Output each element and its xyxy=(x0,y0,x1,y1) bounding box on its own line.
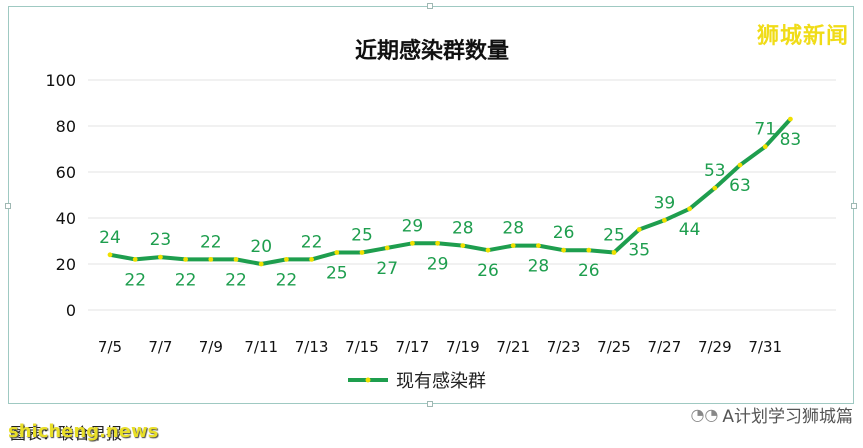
y-axis-ticks: 0 20 40 60 80 100 xyxy=(45,71,76,320)
data-point xyxy=(536,243,541,249)
data-label: 26 xyxy=(553,223,575,243)
y-tick-label: 40 xyxy=(56,209,76,228)
data-label: 24 xyxy=(99,228,121,248)
data-point xyxy=(485,247,491,253)
series-line xyxy=(109,117,792,266)
data-label: 27 xyxy=(376,259,398,279)
data-point xyxy=(788,116,793,122)
data-label: 28 xyxy=(502,219,524,239)
data-point xyxy=(611,250,617,255)
data-point xyxy=(435,240,440,246)
x-tick-label: 7/15 xyxy=(345,338,379,356)
x-tick-label: 7/19 xyxy=(446,338,480,356)
data-label: 22 xyxy=(276,270,298,290)
data-label: 83 xyxy=(780,130,802,150)
data-label: 71 xyxy=(754,120,776,140)
data-label: 29 xyxy=(427,254,449,274)
data-label: 25 xyxy=(351,226,373,246)
data-label: 28 xyxy=(528,257,550,277)
data-point xyxy=(334,250,340,255)
source-label: 图表：联合早报 xyxy=(10,424,123,443)
data-point xyxy=(561,247,566,253)
legend-label: 现有感染群 xyxy=(396,371,486,392)
series-line-path xyxy=(109,117,792,266)
data-point xyxy=(158,254,163,260)
data-point xyxy=(410,240,415,246)
data-point xyxy=(258,261,264,267)
data-point xyxy=(712,185,718,191)
data-label: 53 xyxy=(704,161,726,181)
x-tick-label: 7/7 xyxy=(148,338,172,356)
data-label: 29 xyxy=(402,216,424,236)
data-label: 39 xyxy=(654,193,676,213)
legend: 现有感染群 xyxy=(348,371,486,392)
data-point xyxy=(132,257,138,262)
gridlines xyxy=(88,79,836,311)
x-tick-label: 7/31 xyxy=(748,338,782,356)
data-label: 35 xyxy=(628,241,650,261)
data-point xyxy=(309,257,314,262)
data-label: 20 xyxy=(250,237,272,257)
data-point xyxy=(586,247,592,253)
x-tick-label: 7/5 xyxy=(98,338,122,356)
data-point xyxy=(510,243,516,249)
chart-title: 近期感染群数量 xyxy=(355,38,509,64)
data-point xyxy=(384,245,390,251)
legend-marker-swatch xyxy=(365,377,371,383)
y-tick-label: 0 xyxy=(66,301,76,320)
series-points xyxy=(107,116,793,267)
data-label: 22 xyxy=(225,270,247,290)
data-point xyxy=(359,250,365,255)
resize-handle-left[interactable] xyxy=(5,203,11,209)
y-tick-label: 100 xyxy=(45,71,76,90)
data-point xyxy=(662,217,667,223)
x-tick-label: 7/13 xyxy=(295,338,329,356)
x-tick-label: 7/23 xyxy=(547,338,581,356)
data-label: 22 xyxy=(301,232,323,252)
data-point xyxy=(762,144,768,150)
data-point xyxy=(233,257,239,262)
resize-handle-bottom[interactable] xyxy=(427,401,433,407)
resize-handle-top[interactable] xyxy=(427,3,433,9)
data-label: 28 xyxy=(452,219,474,239)
wechat-credit-label: A计划学习狮城篇 xyxy=(722,407,853,427)
x-tick-label: 7/11 xyxy=(244,338,278,356)
data-label: 22 xyxy=(124,270,146,290)
data-point xyxy=(636,227,642,232)
data-labels: 2422232222222022222525272929282628282626… xyxy=(99,120,801,291)
x-tick-label: 7/29 xyxy=(698,338,732,356)
data-label: 25 xyxy=(603,226,625,246)
chart-frame xyxy=(5,3,857,407)
y-tick-label: 80 xyxy=(56,117,76,136)
resize-handle-right[interactable] xyxy=(851,203,857,209)
x-tick-label: 7/9 xyxy=(199,338,223,356)
data-point xyxy=(687,206,692,212)
wechat-icon: ◔◔ xyxy=(690,405,719,424)
wechat-credit[interactable]: ◔◔ A计划学习狮城篇 xyxy=(690,402,853,427)
data-label: 63 xyxy=(729,176,751,196)
data-point xyxy=(284,257,289,262)
x-tick-label: 7/17 xyxy=(396,338,430,356)
data-label: 26 xyxy=(578,261,600,281)
data-label: 25 xyxy=(326,264,348,284)
data-point xyxy=(460,243,466,249)
data-point xyxy=(107,252,113,258)
y-tick-label: 20 xyxy=(56,255,76,274)
data-point xyxy=(737,162,743,168)
watermark-top: 狮城新闻 xyxy=(756,24,849,49)
data-label: 44 xyxy=(679,220,701,240)
watermark-left: shicheng.news xyxy=(8,421,159,442)
data-point xyxy=(183,257,189,262)
data-label: 26 xyxy=(477,261,499,281)
x-tick-label: 7/21 xyxy=(496,338,530,356)
data-label: 23 xyxy=(150,230,172,250)
data-label: 22 xyxy=(175,270,197,290)
y-tick-label: 60 xyxy=(56,163,76,182)
x-tick-label: 7/27 xyxy=(648,338,682,356)
x-tick-label: 7/25 xyxy=(597,338,631,356)
x-axis-ticks: 7/5 7/7 7/9 7/11 7/13 7/15 7/17 7/19 7/21 7/23 7/2… xyxy=(98,338,782,356)
data-point xyxy=(208,257,214,262)
data-label: 22 xyxy=(200,232,222,252)
